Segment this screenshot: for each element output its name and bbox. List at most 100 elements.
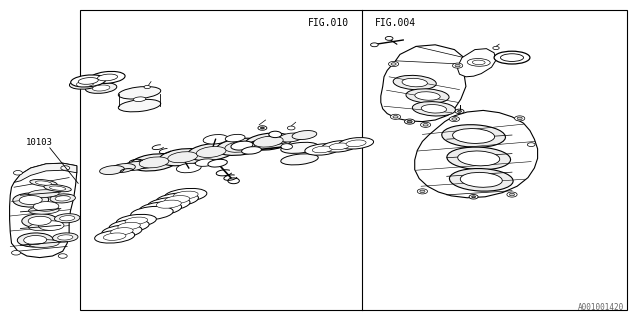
Circle shape	[407, 120, 412, 123]
Circle shape	[509, 193, 515, 196]
Ellipse shape	[17, 233, 53, 247]
Ellipse shape	[164, 188, 207, 202]
Ellipse shape	[111, 228, 133, 235]
Ellipse shape	[139, 202, 182, 215]
Ellipse shape	[500, 54, 524, 61]
Ellipse shape	[225, 134, 245, 142]
Circle shape	[417, 189, 428, 194]
Circle shape	[287, 126, 295, 130]
Ellipse shape	[216, 138, 263, 156]
Circle shape	[260, 127, 264, 129]
Ellipse shape	[29, 190, 59, 197]
Ellipse shape	[58, 235, 73, 240]
Polygon shape	[14, 163, 77, 182]
Ellipse shape	[29, 240, 59, 247]
Circle shape	[385, 36, 393, 40]
Ellipse shape	[177, 163, 201, 173]
Ellipse shape	[452, 129, 495, 143]
Circle shape	[449, 116, 460, 122]
Circle shape	[507, 192, 517, 197]
Ellipse shape	[102, 225, 142, 238]
Ellipse shape	[449, 169, 513, 191]
Ellipse shape	[22, 214, 58, 228]
Ellipse shape	[460, 172, 502, 187]
Ellipse shape	[225, 141, 255, 152]
Ellipse shape	[92, 85, 110, 91]
Circle shape	[228, 178, 239, 184]
Ellipse shape	[49, 186, 66, 190]
Ellipse shape	[253, 136, 283, 147]
Ellipse shape	[38, 221, 64, 230]
Ellipse shape	[122, 162, 147, 171]
Circle shape	[515, 116, 525, 121]
Ellipse shape	[156, 193, 198, 206]
Ellipse shape	[412, 102, 456, 116]
Ellipse shape	[13, 193, 49, 207]
Ellipse shape	[242, 147, 261, 154]
Ellipse shape	[125, 217, 148, 225]
Ellipse shape	[265, 135, 290, 144]
Circle shape	[61, 166, 70, 170]
Ellipse shape	[29, 206, 59, 214]
Ellipse shape	[421, 105, 447, 113]
Ellipse shape	[245, 133, 292, 150]
Ellipse shape	[50, 194, 76, 203]
Circle shape	[420, 122, 431, 127]
Ellipse shape	[30, 180, 57, 187]
Ellipse shape	[168, 152, 198, 163]
Circle shape	[388, 61, 399, 67]
Ellipse shape	[322, 140, 356, 152]
Circle shape	[393, 116, 398, 118]
Ellipse shape	[111, 164, 135, 172]
Ellipse shape	[104, 233, 126, 240]
Circle shape	[472, 196, 476, 198]
Ellipse shape	[54, 214, 80, 223]
Ellipse shape	[90, 71, 125, 84]
Circle shape	[371, 43, 378, 47]
Text: 10103: 10103	[26, 138, 52, 147]
Circle shape	[455, 64, 460, 67]
Ellipse shape	[116, 214, 156, 227]
Ellipse shape	[55, 196, 70, 201]
Circle shape	[390, 114, 401, 119]
Ellipse shape	[447, 147, 511, 170]
Ellipse shape	[467, 59, 490, 66]
Polygon shape	[381, 45, 466, 122]
Ellipse shape	[472, 60, 485, 65]
Circle shape	[281, 144, 292, 149]
Ellipse shape	[70, 75, 106, 87]
Ellipse shape	[118, 87, 161, 99]
Ellipse shape	[329, 143, 349, 150]
Ellipse shape	[140, 157, 169, 168]
Text: FIG.004: FIG.004	[374, 18, 415, 28]
Circle shape	[452, 63, 463, 68]
Ellipse shape	[346, 140, 366, 147]
Ellipse shape	[458, 151, 500, 166]
Polygon shape	[10, 163, 77, 258]
Ellipse shape	[78, 77, 99, 84]
Ellipse shape	[133, 97, 146, 101]
Ellipse shape	[60, 216, 75, 221]
Bar	[80, 10, 627, 310]
Ellipse shape	[76, 81, 94, 87]
Ellipse shape	[109, 220, 149, 233]
Ellipse shape	[278, 133, 303, 142]
Ellipse shape	[312, 146, 332, 153]
Circle shape	[469, 195, 478, 199]
Ellipse shape	[305, 144, 340, 155]
Ellipse shape	[406, 89, 449, 103]
Ellipse shape	[281, 154, 318, 165]
Ellipse shape	[415, 92, 440, 100]
Circle shape	[423, 124, 428, 126]
Ellipse shape	[29, 223, 59, 231]
Circle shape	[391, 63, 396, 65]
Ellipse shape	[164, 196, 189, 204]
Ellipse shape	[281, 142, 318, 153]
Ellipse shape	[195, 159, 215, 166]
Text: A001001420: A001001420	[578, 303, 624, 312]
Text: FIG.010: FIG.010	[308, 18, 349, 28]
Ellipse shape	[131, 206, 173, 220]
Ellipse shape	[100, 165, 124, 174]
Ellipse shape	[203, 134, 228, 144]
Ellipse shape	[442, 125, 506, 147]
